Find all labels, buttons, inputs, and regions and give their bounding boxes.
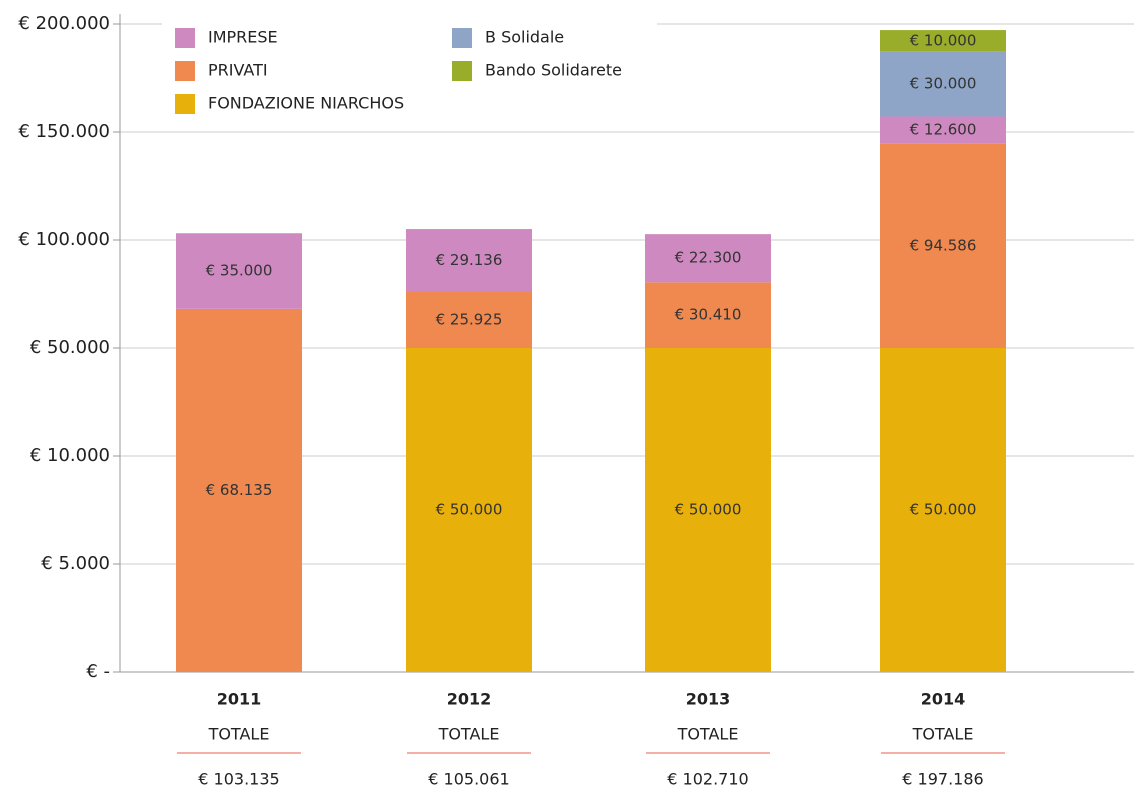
- legend-label: FONDAZIONE NIARCHOS: [208, 94, 404, 113]
- value-label: € 50.000: [910, 501, 977, 519]
- total-caption: TOTALE: [912, 725, 974, 744]
- x-tick-label: 2014: [921, 690, 966, 709]
- legend-swatch: [175, 28, 195, 48]
- y-tick-label: € 100.000: [18, 229, 110, 250]
- y-tick-label: € -: [86, 661, 110, 682]
- total-value: € 105.061: [428, 770, 509, 789]
- bar-segment: [645, 234, 771, 283]
- legend-label: PRIVATI: [208, 61, 268, 80]
- total-value: € 102.710: [667, 770, 748, 789]
- value-label: € 22.300: [675, 249, 742, 267]
- y-tick-label: € 200.000: [18, 13, 110, 34]
- value-label: € 68.135: [206, 481, 273, 499]
- y-tick-label: € 10.000: [30, 445, 110, 466]
- total-value: € 197.186: [902, 770, 983, 789]
- bar-segment: [645, 282, 771, 348]
- value-label: € 25.925: [436, 311, 503, 329]
- bar-segment: [880, 51, 1006, 117]
- total-caption: TOTALE: [208, 725, 270, 744]
- x-tick-label: 2012: [447, 690, 492, 709]
- y-tick-label: € 150.000: [18, 121, 110, 142]
- bar-segment: [880, 116, 1006, 144]
- value-label: € 30.410: [675, 306, 742, 324]
- legend-box: [162, 16, 657, 126]
- bar-segment: [880, 143, 1006, 348]
- bar-segment: [406, 229, 532, 293]
- bar-segment: [176, 233, 302, 309]
- value-label: € 30.000: [910, 75, 977, 93]
- x-tick-label: 2011: [217, 690, 262, 709]
- legend-label: IMPRESE: [208, 28, 278, 47]
- x-tick-label: 2013: [686, 690, 731, 709]
- value-label: € 12.600: [910, 121, 977, 139]
- legend-swatch: [175, 61, 195, 81]
- value-label: € 50.000: [675, 501, 742, 519]
- bar-segment: [176, 308, 302, 672]
- legend-swatch: [452, 61, 472, 81]
- legend-label: B Solidale: [485, 28, 564, 47]
- value-label: € 35.000: [206, 262, 273, 280]
- bar-segment: [645, 348, 771, 672]
- total-value: € 103.135: [198, 770, 279, 789]
- legend-swatch: [452, 28, 472, 48]
- bar-segment: [406, 348, 532, 672]
- y-tick-label: € 5.000: [41, 553, 110, 574]
- bar-segment: [406, 292, 532, 348]
- legend-label: Bando Solidarete: [485, 61, 622, 80]
- total-caption: TOTALE: [677, 725, 739, 744]
- value-label: € 29.136: [436, 251, 503, 269]
- value-label: € 50.000: [436, 501, 503, 519]
- bar-segment: [880, 30, 1006, 52]
- total-caption: TOTALE: [438, 725, 500, 744]
- bar-segment: [880, 348, 1006, 672]
- legend-swatch: [175, 94, 195, 114]
- value-label: € 94.586: [910, 236, 977, 254]
- y-tick-label: € 50.000: [30, 337, 110, 358]
- value-label: € 10.000: [910, 31, 977, 49]
